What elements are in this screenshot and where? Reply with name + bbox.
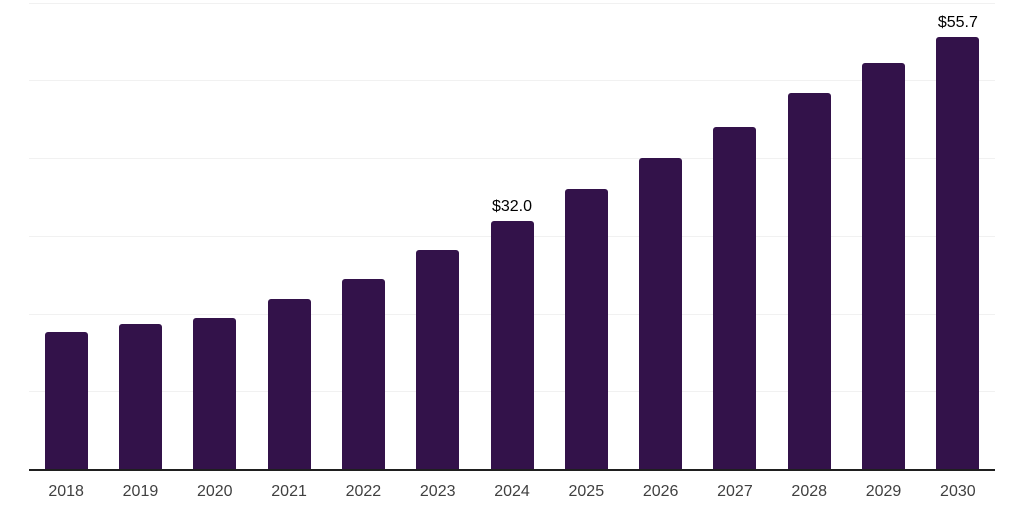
bar-2022 [341, 278, 385, 470]
x-tick-label-2029: 2029 [865, 483, 902, 500]
x-tick-label-2021: 2021 [271, 483, 307, 500]
bar-2023 [416, 249, 460, 470]
bar-2028 [787, 92, 831, 470]
gridline-60 [29, 2, 995, 4]
x-tick-label-2019: 2019 [122, 483, 159, 500]
x-tick-label-2023: 2023 [419, 483, 456, 500]
bar-2024 [490, 221, 534, 470]
bar-2027 [713, 127, 757, 470]
data-label-2024: $32.0 [491, 198, 533, 216]
x-tick-label-2028: 2028 [791, 483, 828, 500]
x-tick-label-2030: 2030 [940, 483, 976, 500]
x-tick-label-2027: 2027 [717, 483, 753, 500]
bar-2021 [267, 298, 311, 470]
x-tick-label-2018: 2018 [48, 483, 84, 500]
x-tick-label-2025: 2025 [568, 483, 605, 500]
bar-2020 [193, 318, 237, 470]
x-tick-label-2020: 2020 [196, 483, 233, 500]
bar-2030 [936, 36, 980, 470]
bar-2025 [564, 189, 608, 470]
x-tick-label-2026: 2026 [642, 483, 679, 500]
x-tick-label-2024: 2024 [494, 483, 530, 500]
bar-2018 [44, 331, 88, 470]
x-axis-line [29, 469, 995, 471]
bar-2029 [862, 63, 906, 470]
plot-area: $32.0 $55.7 [29, 0, 995, 471]
gridline-40 [29, 158, 995, 159]
x-tick-label-2022: 2022 [345, 483, 382, 500]
bar-2026 [639, 158, 683, 470]
data-label-2030: $55.7 [937, 13, 978, 31]
bar-2019 [118, 323, 162, 470]
gridline-50 [29, 80, 995, 82]
